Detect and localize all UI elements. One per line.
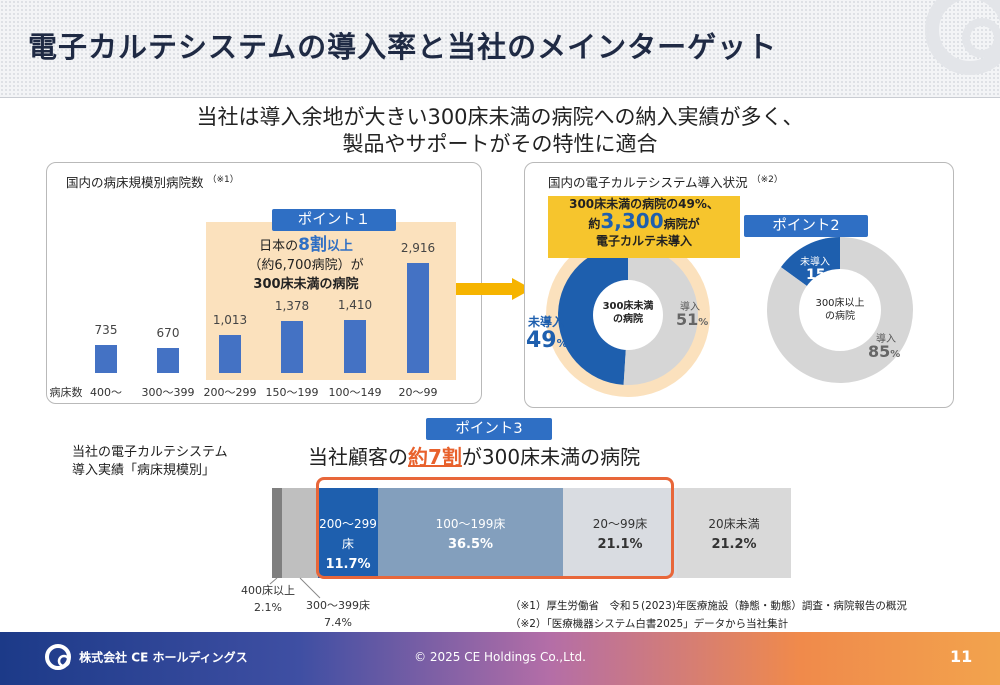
pct-3: % xyxy=(825,272,835,282)
callout-l3: 電子カルテ未導入 xyxy=(595,234,692,248)
stack-label-3: 200～299床 11.7% xyxy=(318,514,378,575)
donut1-hole xyxy=(593,280,663,350)
adoption-status-title: 国内の電子カルテシステム導入状況 （※2） xyxy=(548,172,783,191)
pct-2: % xyxy=(698,317,709,328)
note-ref-2: （※2） xyxy=(751,175,783,185)
customer-share-label-l1: 当社の電子カルテシステム xyxy=(72,445,228,460)
header-divider xyxy=(0,97,1000,98)
footer-band xyxy=(0,632,1000,685)
donut1-value-unadopted: 49% xyxy=(526,328,568,353)
donut1-label-unadopted: 未導入 xyxy=(528,315,565,329)
stack-segment-3 xyxy=(318,488,378,578)
point-3-badge: ポイント3 xyxy=(426,418,552,440)
stack-label-name-5: 20～99床 xyxy=(592,517,648,531)
focus-outline xyxy=(316,477,674,579)
stack-label-4: 100～199床 36.5% xyxy=(378,514,563,555)
donut1-value-adopted: 51% xyxy=(676,310,708,329)
callout-l2c: 病院が xyxy=(663,217,700,231)
stack-label-name-4: 100～199床 xyxy=(435,517,506,531)
callout-l1: 300床未満の病院の49%、 xyxy=(569,197,719,211)
donut2-v2: 85 xyxy=(868,342,891,361)
callout-l2a: 約 xyxy=(588,217,601,231)
pct-4: % xyxy=(890,349,901,360)
hl-l1b: 8割 xyxy=(298,235,327,255)
donut2-center-label: 300床以上 の病院 xyxy=(815,298,865,322)
callout-box: 300床未満の病院の49%、 約3,300病院が 電子カルテ未導入 xyxy=(548,196,740,258)
stack-label-6: 20床未満 21.2% xyxy=(677,514,791,555)
stack-segment-2 xyxy=(282,488,318,578)
stack-segment-1 xyxy=(272,488,282,578)
source-note-1: （※1）厚生労働省 令和５(2023)年医療施設（静態・動態）調査・病院報告の概… xyxy=(510,600,907,612)
page-number: 11 xyxy=(950,647,973,666)
customer-share-headline: 当社顧客の約7割が300床未満の病院 xyxy=(308,441,640,470)
stack-segment-6 xyxy=(677,488,791,578)
donut2-value-adopted: 85% xyxy=(868,342,900,361)
donut2-label-unadopted: 未導入 xyxy=(800,257,830,268)
stack-label-name-6: 20床未満 xyxy=(708,517,760,531)
company-name: 株式会社 CE ホールディングス xyxy=(79,650,248,665)
subtitle: 当社は導入余地が大きい300床未満の病院への納入実績が多く、 製品やサポートがそ… xyxy=(0,104,1000,158)
page-title: 電子カルテシステムの導入率と当社のメインターゲット xyxy=(28,30,778,64)
company-logo-icon xyxy=(45,644,71,670)
stack-outside-label-2: 300～399床 7.4% xyxy=(306,599,370,629)
subtitle-line-2: 製品やサポートがその特性に適合 xyxy=(342,132,658,156)
donut2-label-adopted: 導入 xyxy=(876,334,896,345)
header-band xyxy=(0,0,1000,98)
donut2-value-unadopted: 15% xyxy=(806,264,835,283)
stack-label-value-3: 11.7% xyxy=(325,557,371,572)
highlight-text: 日本の8割以上 （約6,700病院）が 300床未満の病院 xyxy=(206,236,406,294)
donut2-hole xyxy=(799,269,881,351)
stack-label-value-4: 36.5% xyxy=(447,537,494,552)
source-note-2: （※2）「医療機器システム白書2025」データから当社集計 xyxy=(510,618,789,630)
customer-share-label: 当社の電子カルテシステム 導入実績「病床規模別」 xyxy=(72,444,228,480)
hospital-count-title: 国内の病床規模別病院数 （※1） xyxy=(66,172,239,191)
stack-label-5: 20～99床 21.1% xyxy=(563,514,677,555)
subtitle-line-1: 当社は導入余地が大きい300床未満の病院への納入実績が多く、 xyxy=(196,105,804,129)
point-2-badge: ポイント2 xyxy=(744,215,868,237)
adoption-status-title-text: 国内の電子カルテシステム導入状況 xyxy=(548,175,748,191)
header-watermark-logo xyxy=(925,0,1000,75)
hl-l1a: 日本の xyxy=(259,239,299,254)
hl-l1c: 以上 xyxy=(326,239,353,254)
hl-l3: 300床未満の病院 xyxy=(253,277,359,292)
donut1-center-label: 300床未満 の病院 xyxy=(602,301,654,325)
stack-outside-label-1: 400床以上 2.1% xyxy=(241,584,295,614)
note-ref-1: （※1） xyxy=(207,175,239,185)
customer-share-label-l2: 導入実績「病床規模別」 xyxy=(72,463,216,478)
footer-logo: 株式会社 CE ホールディングス xyxy=(44,642,248,672)
stack-segment-4 xyxy=(378,488,563,578)
donut1-label-adopted: 導入 xyxy=(680,302,700,313)
headline-b: 約7割 xyxy=(408,445,462,469)
donut1-v1: 49 xyxy=(526,328,557,353)
right-arrow-icon xyxy=(456,278,532,300)
donut2-v1: 15 xyxy=(806,267,826,283)
stack-segment-5 xyxy=(563,488,677,578)
point-1-badge: ポイント１ xyxy=(272,209,396,231)
headline-c: が300床未満の病院 xyxy=(461,445,641,469)
pct-1: % xyxy=(556,337,568,350)
stack-label-value-5: 21.1% xyxy=(597,537,643,552)
hospital-count-title-text: 国内の病床規模別病院数 xyxy=(66,175,204,191)
stack-label-name-3: 200～299床 xyxy=(319,517,377,551)
headline-a: 当社顧客の xyxy=(308,445,408,469)
donut1-v2: 51 xyxy=(676,310,699,329)
stack-label-value-6: 21.2% xyxy=(711,537,757,552)
copyright: © 2025 CE Holdings Co.,Ltd. xyxy=(414,650,586,664)
callout-l2b: 3,300 xyxy=(600,209,664,233)
axis-label-beds: 病床数 xyxy=(49,386,83,399)
hl-l2: （約6,700病院）が xyxy=(248,258,364,273)
